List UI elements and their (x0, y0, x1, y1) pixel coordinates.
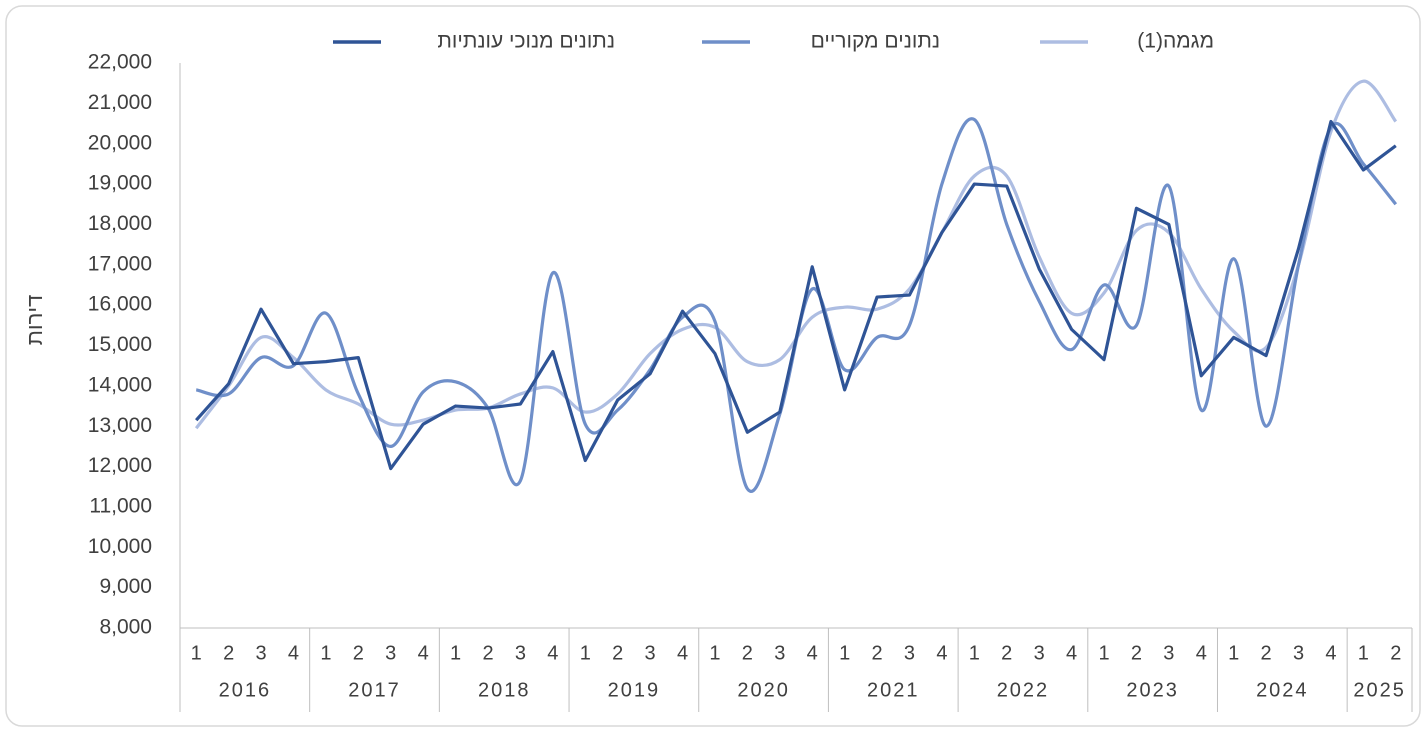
x-group-label: 2022 (997, 679, 1050, 701)
x-tick-label: 4 (1325, 642, 1336, 664)
series-line (194, 79, 1398, 430)
x-tick-label: 1 (1228, 642, 1239, 664)
x-tick-label: 1 (1358, 642, 1369, 664)
x-tick-label: 4 (418, 642, 429, 664)
x-group-label: 2019 (608, 679, 661, 701)
x-tick-label: 3 (645, 642, 656, 664)
x-tick-label: 4 (936, 642, 947, 664)
x-group-label: 2024 (1256, 679, 1309, 701)
y-tick-label: 8,000 (99, 616, 152, 639)
y-axis-title: דירות (22, 295, 47, 346)
x-tick-label: 3 (515, 642, 526, 664)
x-tick-label: 1 (839, 642, 850, 664)
x-tick-label: 3 (774, 642, 785, 664)
x-tick-label: 3 (904, 642, 915, 664)
x-tick-label: 2 (223, 642, 234, 664)
x-tick-label: 4 (547, 642, 558, 664)
y-tick-label: 13,000 (88, 414, 152, 437)
x-group-label: 2025 (1353, 679, 1406, 701)
x-tick-label: 4 (1066, 642, 1077, 664)
y-tick-label: 9,000 (99, 575, 152, 598)
x-tick-label: 2 (612, 642, 623, 664)
legend-label: נתונים מנוכי עונתיות (437, 30, 615, 53)
y-tick-label: 20,000 (88, 131, 152, 154)
x-tick-label: 3 (1034, 642, 1045, 664)
y-tick-label: 10,000 (88, 535, 152, 558)
x-group-label: 2021 (867, 679, 920, 701)
x-tick-label: 2 (1131, 642, 1142, 664)
x-tick-label: 1 (709, 642, 720, 664)
y-tick-label: 21,000 (88, 91, 152, 114)
x-group-label: 2018 (478, 679, 531, 701)
x-group-label: 2023 (1126, 679, 1179, 701)
y-tick-label: 18,000 (88, 212, 152, 235)
y-tick-label: 11,000 (89, 494, 152, 517)
x-tick-label: 1 (191, 642, 202, 664)
x-tick-label: 4 (677, 642, 688, 664)
x-tick-label: 2 (1001, 642, 1012, 664)
x-tick-label: 2 (353, 642, 364, 664)
x-tick-label: 3 (1293, 642, 1304, 664)
y-tick-label: 14,000 (88, 373, 152, 396)
x-tick-label: 1 (450, 642, 461, 664)
y-tick-label: 19,000 (88, 172, 152, 195)
x-tick-label: 2 (1390, 642, 1401, 664)
x-tick-label: 2 (742, 642, 753, 664)
x-group-label: 2016 (219, 679, 272, 701)
x-group-label: 2020 (737, 679, 790, 701)
legend-label: מגמה(1) (1137, 30, 1214, 53)
x-tick-label: 3 (255, 642, 266, 664)
x-tick-label: 3 (1163, 642, 1174, 664)
x-tick-label: 1 (320, 642, 331, 664)
x-tick-label: 2 (482, 642, 493, 664)
y-tick-label: 15,000 (88, 333, 152, 356)
legend-label: נתונים מקוריים (811, 30, 940, 53)
x-tick-label: 1 (580, 642, 591, 664)
x-tick-label: 4 (807, 642, 818, 664)
x-tick-label: 2 (1261, 642, 1272, 664)
x-tick-label: 3 (385, 642, 396, 664)
y-tick-label: 16,000 (88, 293, 152, 316)
x-tick-label: 1 (1098, 642, 1109, 664)
y-tick-label: 22,000 (88, 51, 152, 74)
y-tick-label: 12,000 (88, 454, 152, 477)
series-line (195, 119, 1397, 471)
x-tick-label: 4 (288, 642, 299, 664)
chart-frame (5, 5, 1421, 727)
x-tick-label: 4 (1196, 642, 1207, 664)
x-tick-label: 2 (871, 642, 882, 664)
x-group-label: 2017 (348, 679, 401, 701)
y-tick-label: 17,000 (88, 252, 152, 275)
x-tick-label: 1 (969, 642, 980, 664)
